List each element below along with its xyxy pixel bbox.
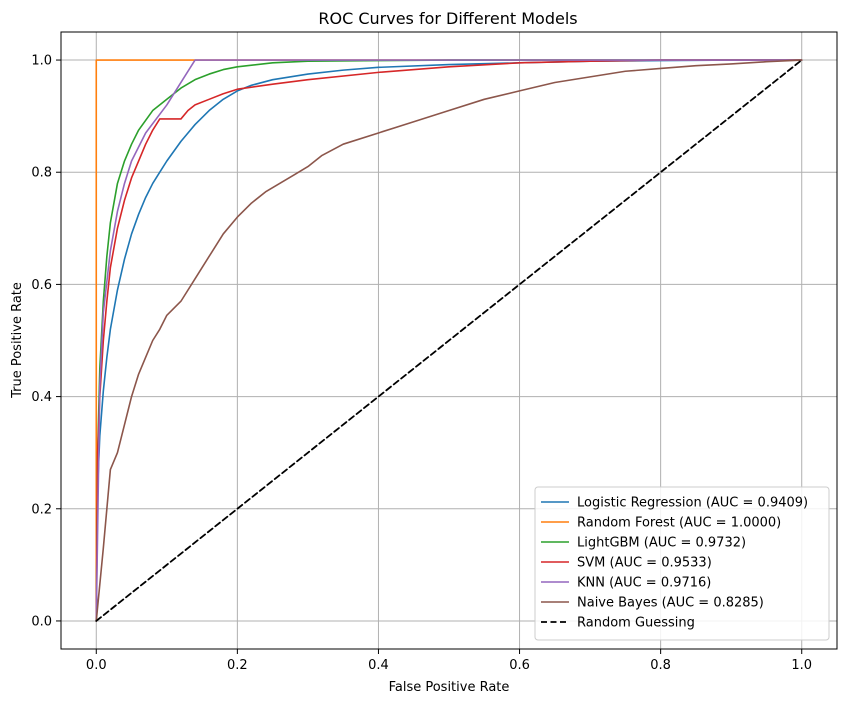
legend-label-2: LightGBM (AUC = 0.9732) [577, 536, 746, 551]
grid-lines [61, 32, 837, 649]
y-axis-ticks: 0.0 0.2 0.4 0.6 0.8 1.0 [31, 54, 61, 629]
x-axis-label: False Positive Rate [389, 680, 510, 695]
legend-box [534, 486, 830, 641]
y-tick-label: 0.2 [31, 502, 52, 517]
series-line-0 [95, 59, 803, 622]
series-line-6 [95, 59, 803, 622]
legend-label-5: Naive Bayes (AUC = 0.8285) [577, 596, 764, 611]
series-line-4 [95, 59, 803, 622]
x-tick-label: 1.0 [791, 658, 812, 673]
series-line-5 [95, 59, 803, 622]
series-line-3 [95, 59, 803, 622]
x-tick-label: 0.8 [650, 658, 671, 673]
x-tick-label: 0.2 [227, 658, 248, 673]
y-tick-label: 0.8 [31, 166, 52, 181]
series-line-2 [95, 59, 803, 622]
legend-label-4: KNN (AUC = 0.9716) [577, 576, 711, 591]
x-tick-label: 0.6 [509, 658, 530, 673]
x-axis-ticks: 0.0 0.2 0.4 0.6 0.8 1.0 [86, 649, 812, 673]
legend: Logistic Regression (AUC = 0.9409) Random… [534, 486, 830, 641]
legend-label-0: Logistic Regression (AUC = 0.9409) [577, 496, 808, 511]
x-tick-label: 0.4 [368, 658, 389, 673]
y-axis-label: True Positive Rate [10, 282, 25, 399]
y-tick-label: 1.0 [31, 54, 52, 69]
legend-label-1: Random Forest (AUC = 1.0000) [577, 516, 781, 531]
chart-title: ROC Curves for Different Models [318, 9, 577, 28]
y-tick-label: 0.6 [31, 278, 52, 293]
series-layer [95, 59, 803, 622]
legend-label-3: SVM (AUC = 0.9533) [577, 556, 712, 571]
plot-area-frame [60, 31, 838, 650]
x-tick-label: 0.0 [86, 658, 107, 673]
y-tick-label: 0.0 [31, 614, 52, 629]
y-tick-label: 0.4 [31, 390, 52, 405]
legend-label-6: Random Guessing [577, 616, 695, 631]
